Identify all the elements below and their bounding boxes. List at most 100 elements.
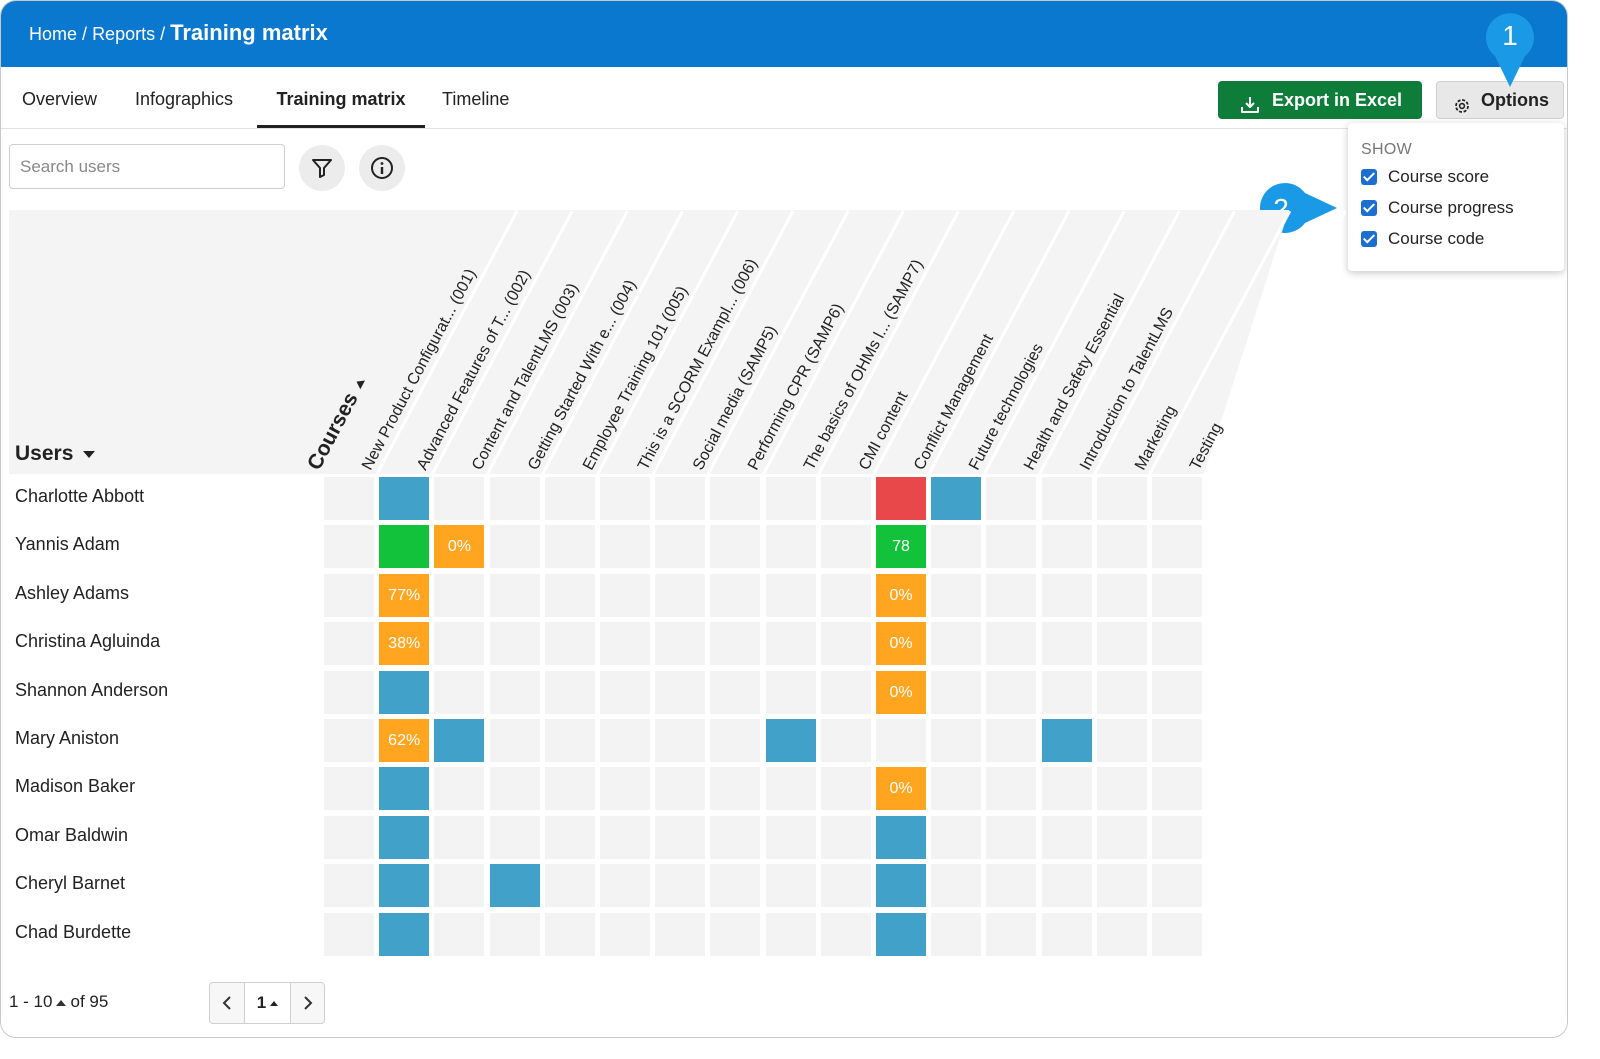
breadcrumb-reports[interactable]: Reports — [92, 24, 156, 44]
matrix-cell-assigned[interactable] — [876, 815, 926, 859]
matrix-cell-completed[interactable]: 78 — [876, 525, 926, 569]
matrix-cell-empty — [820, 912, 871, 956]
matrix-cell-empty — [710, 719, 761, 762]
matrix-cell-assigned[interactable] — [379, 864, 430, 908]
filter-button[interactable] — [299, 145, 345, 191]
user-row-name[interactable]: Mary Aniston — [15, 728, 120, 748]
user-row-name[interactable]: Ashley Adams — [15, 582, 130, 603]
breadcrumb-separator: / — [82, 24, 88, 44]
matrix-cell-assigned[interactable] — [379, 912, 430, 956]
matrix-cell-in-progress[interactable]: 77% — [379, 573, 430, 617]
matrix-cell-empty — [765, 767, 816, 811]
matrix-cell-empty — [600, 525, 650, 569]
matrix-cell-empty — [600, 670, 650, 714]
matrix-cell-empty — [489, 573, 540, 617]
user-row-name[interactable]: Chad Burdette — [15, 921, 132, 942]
user-row-name[interactable]: Omar Baldwin — [15, 824, 129, 845]
matrix-cell-empty — [931, 670, 982, 714]
user-row-name[interactable]: Charlotte Abbott — [15, 486, 145, 506]
user-row-name[interactable]: Madison Baker — [15, 776, 136, 797]
matrix-cell-empty — [655, 525, 706, 569]
matrix-cell-failed[interactable] — [876, 477, 926, 520]
matrix-cell-in-progress[interactable]: 0% — [434, 525, 485, 569]
matrix-cell-empty — [1041, 912, 1092, 956]
matrix-cell-assigned[interactable] — [765, 719, 816, 762]
matrix-cell-assigned[interactable] — [876, 864, 926, 908]
gear-icon — [1453, 91, 1471, 127]
checkbox-checked-icon[interactable] — [1361, 231, 1377, 247]
users-column-header[interactable]: Users — [15, 442, 96, 466]
option-label: Course progress — [1388, 198, 1514, 217]
matrix-cell-empty — [600, 912, 650, 956]
user-row-name[interactable]: Shannon Anderson — [15, 679, 169, 700]
matrix-cell-assigned[interactable] — [1041, 719, 1092, 762]
prev-page-button[interactable] — [210, 983, 244, 1023]
matrix-cell-in-progress[interactable]: 62% — [379, 719, 430, 762]
breadcrumb-home[interactable]: Home — [29, 24, 78, 44]
option-label: Course code — [1388, 229, 1485, 248]
pager-divider — [244, 983, 245, 1023]
tab-bar: Overview Infographics Training matrix Ti… — [1, 67, 1567, 129]
matrix-cell-empty — [600, 622, 650, 666]
matrix-cell-assigned[interactable] — [379, 670, 430, 714]
matrix-cell-assigned[interactable] — [379, 767, 430, 811]
matrix-cell-in-progress[interactable]: 38% — [379, 622, 430, 666]
matrix-cell-empty — [544, 912, 595, 956]
matrix-cell-empty — [820, 767, 871, 811]
matrix-cell-empty — [765, 525, 816, 569]
matrix-cell-empty — [931, 912, 982, 956]
matrix-cell-in-progress[interactable]: 0% — [876, 573, 926, 617]
matrix-cell-empty — [544, 477, 595, 520]
matrix-cell-assigned[interactable] — [379, 477, 430, 520]
matrix-cell-assigned[interactable] — [489, 864, 540, 908]
matrix-cell-empty — [324, 573, 374, 617]
tab-infographics[interactable]: Infographics — [135, 89, 234, 109]
matrix-cell-empty — [600, 573, 650, 617]
export-excel-button[interactable]: Export in Excel — [1218, 81, 1422, 119]
user-row-name[interactable]: Cheryl Barnet — [15, 873, 126, 894]
matrix-cell-assigned[interactable] — [379, 815, 430, 859]
matrix-cell-empty — [765, 670, 816, 714]
tab-timeline[interactable]: Timeline — [442, 89, 510, 109]
matrix-cell-empty — [544, 525, 595, 569]
checkbox-checked-icon[interactable] — [1361, 200, 1377, 216]
user-row-name[interactable]: Christina Agluinda — [15, 631, 161, 652]
options-button[interactable]: Options — [1436, 81, 1564, 119]
tab-training-matrix[interactable]: Training matrix — [257, 67, 425, 128]
tab-overview[interactable]: Overview — [22, 89, 98, 109]
info-button[interactable] — [359, 145, 405, 191]
column-divider — [1093, 210, 1236, 475]
column-divider — [982, 210, 1126, 475]
matrix-cell-empty — [324, 477, 374, 520]
matrix-cell-empty — [434, 622, 485, 666]
matrix-cell-in-progress[interactable]: 0% — [876, 670, 926, 714]
matrix-cell-empty — [489, 525, 540, 569]
matrix-cell-empty — [655, 815, 706, 859]
matrix-cell-empty — [434, 912, 485, 956]
matrix-cell-in-progress[interactable]: 0% — [876, 767, 926, 811]
page-select[interactable]: 1 — [245, 983, 290, 1023]
matrix-cell-empty — [986, 477, 1037, 520]
matrix-cell-assigned[interactable] — [434, 719, 485, 762]
caret-up-icon[interactable] — [56, 999, 67, 1006]
search-input[interactable] — [9, 144, 285, 189]
matrix-cell-completed[interactable] — [379, 525, 430, 569]
matrix-cell-empty — [1041, 815, 1092, 859]
options-show-header: SHOW — [1361, 141, 1412, 158]
column-divider — [430, 210, 574, 475]
matrix-cell-in-progress[interactable]: 0% — [876, 622, 926, 666]
next-page-button[interactable] — [291, 983, 325, 1023]
matrix-cell-empty — [710, 525, 761, 569]
matrix-cell-assigned[interactable] — [876, 912, 926, 956]
matrix-cell-empty — [710, 670, 761, 714]
checkbox-checked-icon[interactable] — [1361, 169, 1377, 185]
matrix-cell-assigned[interactable] — [931, 477, 982, 520]
options-label: Options — [1481, 90, 1549, 110]
matrix-cell-empty — [489, 670, 540, 714]
matrix-cell-empty — [765, 815, 816, 859]
matrix-cell-empty — [1041, 767, 1092, 811]
user-row-name[interactable]: Yannis Adam — [15, 534, 120, 555]
matrix-cell-empty — [434, 670, 485, 714]
matrix-cell-empty — [1096, 719, 1147, 762]
matrix-cell-empty — [1096, 670, 1147, 714]
